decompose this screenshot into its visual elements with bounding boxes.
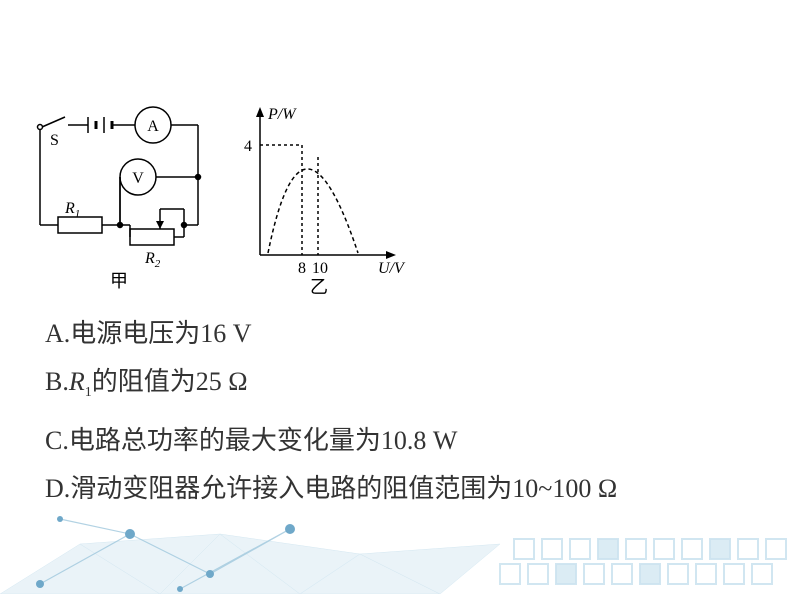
option-b-sub: 1 [85, 385, 92, 400]
option-b-prefix: B. [45, 367, 69, 396]
option-c: C.电路总功率的最大变化量为10.8 W [45, 417, 745, 465]
option-a: A.电源电压为16 V [45, 310, 745, 358]
circuit-diagram: S A V R1 R2 甲 [30, 105, 210, 295]
ammeter-label: A [147, 118, 159, 135]
x-axis-label: U/V [378, 260, 406, 277]
diagram-area: S A V R1 R2 甲 P/W [30, 105, 410, 305]
option-b-text: 的阻值为25 Ω [92, 367, 248, 396]
y-tick-4: 4 [244, 138, 252, 155]
r2-label: R2 [144, 250, 161, 270]
x-tick-10: 10 [312, 260, 328, 277]
switch-label: S [50, 132, 59, 149]
option-b: B.R1的阻值为25 Ω [45, 358, 745, 417]
answer-options: A.电源电压为16 V B.R1的阻值为25 Ω C.电路总功率的最大变化量为1… [45, 310, 745, 513]
x-tick-8: 8 [298, 260, 306, 277]
background-decoration [0, 504, 794, 594]
graph-caption: 乙 [310, 277, 328, 295]
option-b-r: R [69, 367, 85, 396]
power-voltage-graph: P/W U/V 4 8 10 乙 [230, 105, 410, 295]
y-axis-label: P/W [267, 106, 297, 123]
voltmeter-label: V [132, 170, 144, 187]
circuit-caption: 甲 [110, 271, 128, 291]
